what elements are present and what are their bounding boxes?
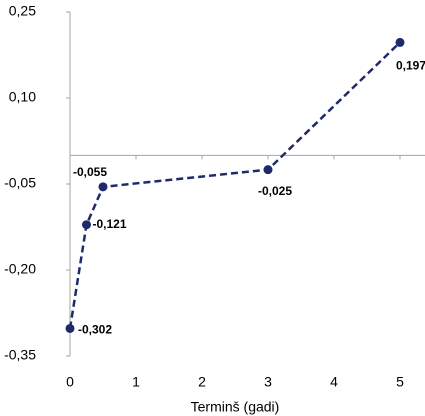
y-tick-label: -0,35 [4, 347, 36, 363]
data-point [263, 165, 273, 175]
x-tick-label: 4 [330, 374, 338, 390]
y-tick-label: 0,10 [9, 89, 36, 105]
x-tick-label: 1 [132, 374, 140, 390]
data-point [65, 323, 75, 333]
x-tick-label: 2 [198, 374, 206, 390]
y-tick-label: -0,05 [4, 175, 36, 191]
data-label: -0,025 [258, 184, 292, 198]
x-tick-label: 3 [264, 374, 272, 390]
series-line [68, 41, 401, 329]
x-axis-label: Terminš (gadi) [191, 399, 280, 415]
y-tick-label: -0,20 [4, 261, 36, 277]
x-tick-label: 0 [66, 374, 74, 390]
x-tick-label: 5 [396, 374, 404, 390]
y-tick-label: 0,25 [9, 3, 36, 19]
data-label: 0,197 [396, 59, 425, 73]
data-point [82, 220, 91, 230]
data-label: -0,121 [93, 217, 127, 231]
data-label: -0,055 [73, 165, 107, 179]
data-point [395, 37, 405, 47]
data-label: -0,302 [78, 323, 112, 337]
data-point [98, 182, 108, 192]
